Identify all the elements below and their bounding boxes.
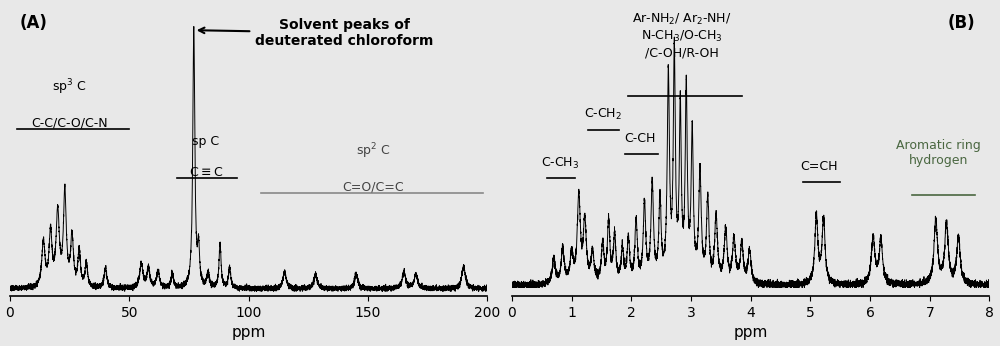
Text: (B): (B) (948, 14, 975, 32)
Text: C$\equiv$C: C$\equiv$C (189, 166, 223, 179)
Text: C=CH: C=CH (801, 161, 838, 173)
Text: Ar-NH$_2$/ Ar$_2$-NH/
N-CH$_3$/O-CH$_3$
/C-OH/R-OH: Ar-NH$_2$/ Ar$_2$-NH/ N-CH$_3$/O-CH$_3$ … (632, 12, 732, 60)
Text: C-CH: C-CH (625, 133, 656, 145)
Text: C-CH$_2$: C-CH$_2$ (584, 107, 622, 122)
Text: sp C: sp C (192, 135, 219, 148)
X-axis label: ppm: ppm (232, 326, 266, 340)
Text: Aromatic ring
hydrogen: Aromatic ring hydrogen (896, 139, 981, 167)
Text: sp$^3$ C: sp$^3$ C (52, 77, 87, 97)
Text: C-CH$_3$: C-CH$_3$ (541, 156, 579, 171)
Text: C=O/C=C: C=O/C=C (342, 180, 404, 193)
X-axis label: ppm: ppm (734, 326, 768, 340)
Text: C-C/C-O/C-N: C-C/C-O/C-N (31, 116, 108, 129)
Text: sp$^2$ C: sp$^2$ C (356, 141, 390, 161)
Text: Solvent peaks of
deuterated chloroform: Solvent peaks of deuterated chloroform (199, 18, 433, 48)
Text: (A): (A) (19, 14, 47, 32)
